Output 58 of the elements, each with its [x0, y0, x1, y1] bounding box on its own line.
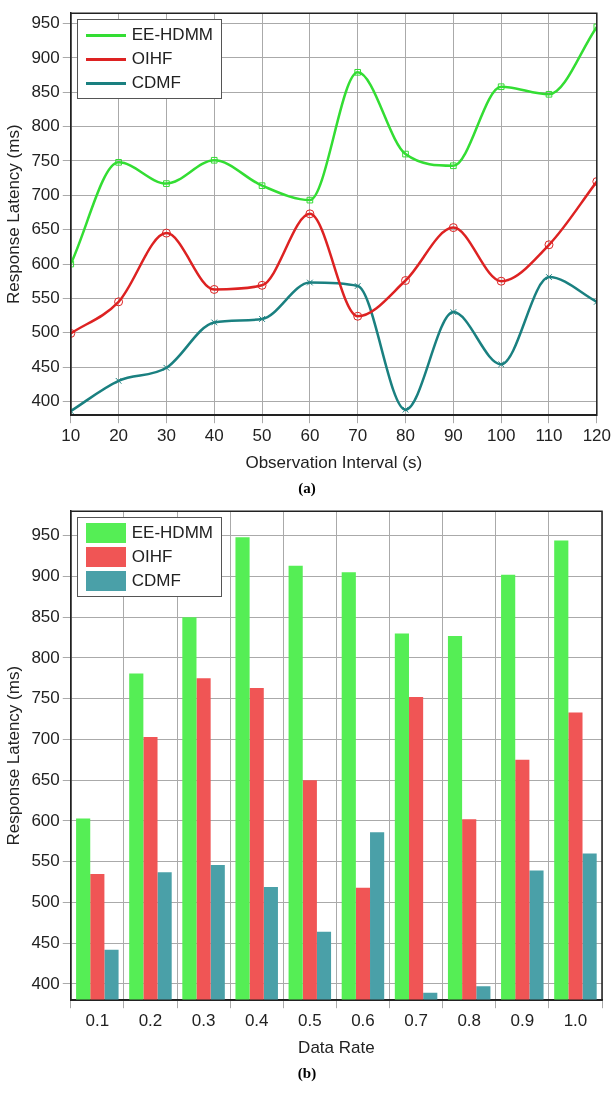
x-tick-label: 120 [582, 426, 612, 446]
y-tick-label: 500 [31, 892, 60, 912]
x-tick-label: 60 [300, 426, 320, 446]
y-tick-label: 400 [31, 973, 60, 993]
x-tick-label: 0.3 [191, 1011, 216, 1031]
x-tick-label: 0.1 [85, 1011, 110, 1031]
y-tick-label: 700 [31, 729, 60, 749]
y-tick-label: 950 [31, 13, 60, 33]
legend-label: CDMF [131, 571, 181, 592]
x-axis-title: Data Rate [298, 1038, 375, 1058]
y-tick-label: 650 [31, 769, 60, 789]
y-axis-title: Response Latency (ms) [3, 124, 23, 304]
x-tick-label: 0.9 [510, 1011, 535, 1031]
legend-label: EE-HDMM [131, 523, 213, 544]
y-tick-label: 550 [31, 288, 60, 308]
legend-label: EE-HDMM [131, 25, 213, 46]
x-tick-label: 0.4 [244, 1011, 269, 1031]
y-tick-label: 950 [31, 525, 60, 545]
y-tick-label: 900 [31, 47, 60, 67]
y-tick-label: 400 [31, 391, 60, 411]
x-tick-label: 0.8 [457, 1011, 482, 1031]
x-tick-label: 70 [348, 426, 368, 446]
y-tick-label: 600 [31, 810, 60, 830]
x-tick-label: 0.6 [351, 1011, 375, 1031]
x-tick-label: 0.5 [298, 1011, 322, 1031]
x-axis-title: Observation Interval (s) [245, 453, 423, 473]
y-tick-label: 450 [31, 356, 60, 376]
x-tick-label: 40 [204, 426, 224, 446]
y-tick-label: 650 [31, 219, 60, 239]
y-tick-label: 800 [31, 647, 60, 667]
y-tick-label: 600 [31, 253, 60, 273]
x-tick-label: 30 [156, 426, 176, 446]
x-tick-label: 10 [61, 426, 81, 446]
y-tick-label: 850 [31, 81, 60, 101]
x-tick-label: 50 [252, 426, 272, 446]
x-tick-label: 90 [443, 426, 463, 446]
x-tick-label: 1.0 [563, 1011, 588, 1031]
y-tick-label: 700 [31, 184, 60, 204]
x-tick-label: 20 [109, 426, 129, 446]
x-tick-label: 100 [486, 426, 516, 446]
x-tick-label: 110 [535, 426, 563, 446]
x-tick-label: 80 [396, 426, 415, 446]
y-tick-label: 450 [31, 932, 60, 952]
text: (b) [296, 1064, 318, 1083]
y-tick-label: 500 [31, 322, 60, 342]
y-tick-label: 750 [31, 688, 60, 708]
y-tick-label: 750 [31, 150, 60, 170]
legend-label: OIHF [131, 49, 173, 70]
legend-label: OIHF [131, 547, 173, 568]
x-tick-label: 0.2 [138, 1011, 163, 1031]
y-tick-label: 900 [31, 566, 60, 586]
y-tick-label: 550 [31, 851, 60, 871]
y-axis-title: Response Latency (ms) [3, 665, 23, 846]
text: (a) [297, 479, 317, 498]
y-tick-label: 800 [31, 116, 60, 136]
legend-label: CDMF [131, 73, 181, 94]
y-tick-label: 850 [31, 606, 60, 626]
x-tick-label: 0.7 [404, 1011, 428, 1031]
